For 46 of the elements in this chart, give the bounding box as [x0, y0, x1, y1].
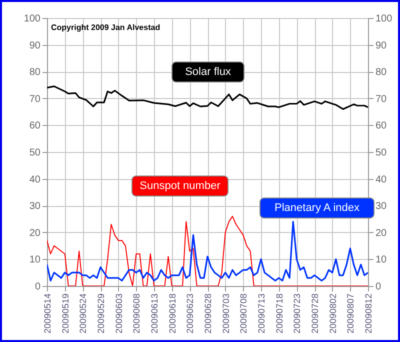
y-tick-label: 10	[29, 254, 41, 266]
y-tick-label: 60	[29, 120, 41, 132]
x-tick-label: 20090623	[185, 294, 196, 334]
y-tick-label: 50	[29, 148, 41, 158]
y2-tick-label: 50	[376, 148, 388, 158]
y2-tick-label: 40	[376, 174, 388, 186]
x-tick-label: 20090628	[203, 294, 213, 334]
x-tick-label: 20090723	[292, 294, 302, 334]
y-tick-label: 90	[29, 40, 41, 52]
x-tick-label: 20090608	[132, 294, 142, 334]
x-tick-label: 20090618	[167, 294, 178, 334]
series-label: Planetary A index	[274, 202, 360, 214]
x-tick-label: 20090514	[42, 294, 52, 334]
annotation: Copyright 2009 Jan Alvestad	[51, 23, 160, 32]
x-tick-label: 20090613	[150, 294, 160, 334]
y-tick-label: 30	[29, 201, 41, 212]
y2-tick-label: 70	[376, 94, 388, 105]
y2-tick-label: 10	[376, 254, 388, 266]
x-tick-label: 20090812	[364, 294, 374, 334]
y-tick-label: 100	[24, 14, 41, 24]
x-tick-label: 20090807	[346, 294, 356, 334]
y2-tick-label: 100	[376, 14, 393, 24]
x-tick-label: 20090703	[220, 294, 231, 334]
x-tick-label: 20090519	[60, 294, 70, 334]
line-series	[47, 86, 368, 110]
y2-tick-label: 80	[376, 67, 388, 78]
y-tick-label: 70	[29, 94, 41, 105]
y2-tick-label: 30	[376, 201, 388, 212]
y-tick-label: 40	[29, 174, 41, 186]
y2-tick-label: 60	[376, 120, 388, 132]
y2-tick-label: 0	[376, 282, 382, 292]
y-tick-label: 0	[34, 282, 41, 292]
y2-tick-label: 90	[376, 40, 388, 52]
x-tick-label: 20090728	[310, 294, 320, 334]
x-tick-label: 20090603	[114, 294, 124, 334]
y2-tick-label: 20	[376, 228, 388, 239]
y-tick-label: 20	[29, 228, 41, 239]
x-tick-label: 20090802	[328, 294, 338, 334]
y-tick-label: 80	[29, 67, 41, 78]
x-tick-label: 20090524	[78, 294, 88, 334]
text: Sunspot number	[140, 180, 221, 192]
series-label: Solar flux	[185, 66, 232, 78]
x-tick-label: 20090708	[238, 294, 249, 334]
x-tick-label: 20090713	[256, 294, 266, 334]
x-tick-label: 20090529	[96, 294, 106, 334]
x-tick-label: 20090718	[274, 294, 284, 334]
